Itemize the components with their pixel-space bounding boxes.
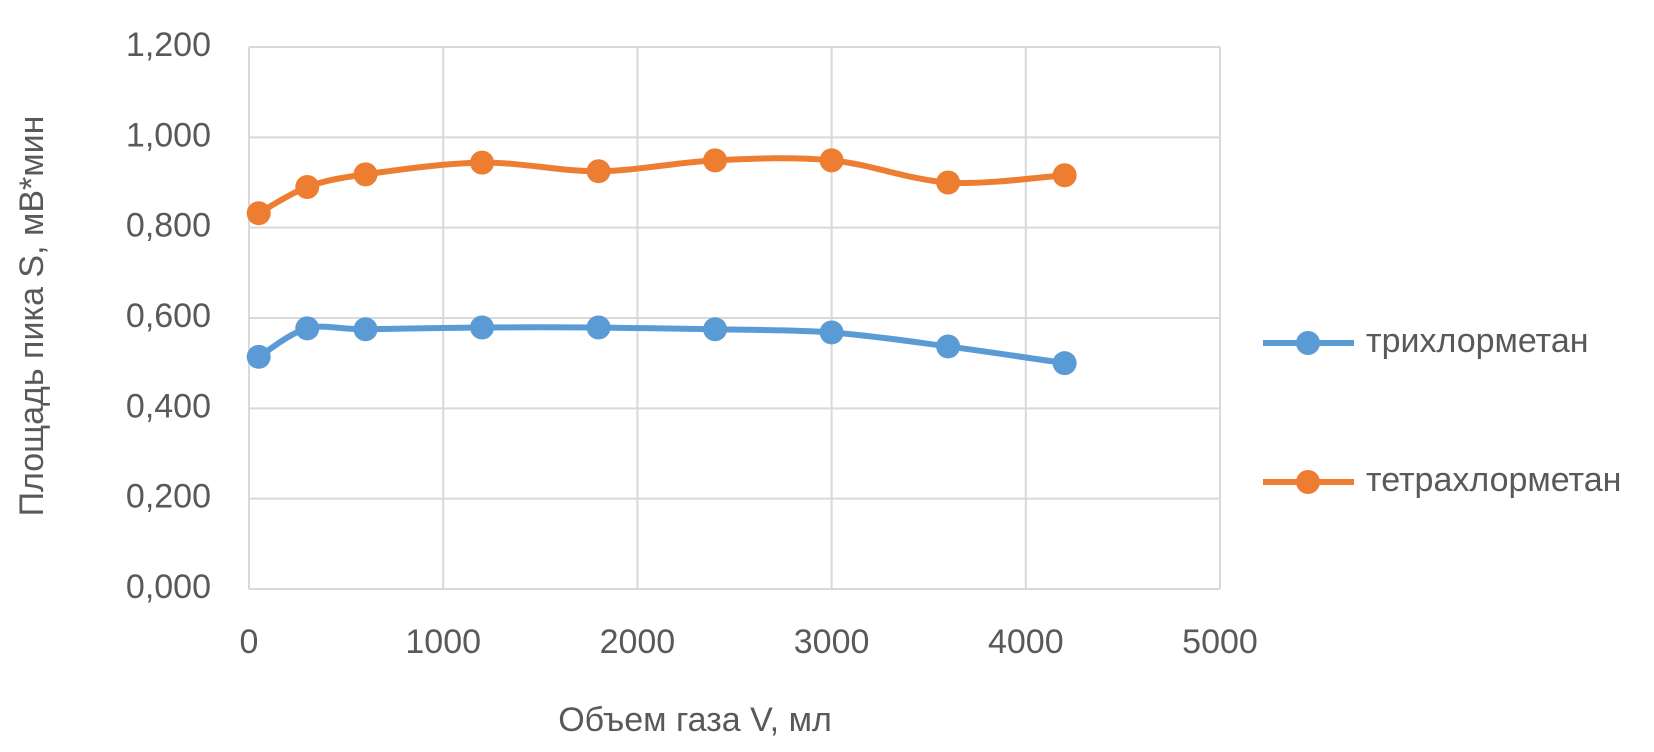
legend-marker: [1296, 470, 1320, 494]
legend-marker: [1296, 331, 1320, 355]
legend-label: трихлорметан: [1366, 322, 1589, 360]
data-point: [1052, 351, 1077, 376]
data-point: [819, 320, 844, 345]
y-tick-label: 1,200: [126, 26, 211, 64]
y-tick-label: 0,800: [126, 207, 211, 245]
data-point: [295, 175, 320, 200]
data-point: [353, 162, 378, 187]
y-tick-label: 1,000: [126, 116, 211, 154]
data-point: [586, 315, 611, 340]
data-point: [586, 159, 611, 184]
y-tick-label: 0,600: [126, 297, 211, 335]
x-tick-label: 3000: [794, 623, 870, 661]
x-tick-label: 4000: [988, 623, 1064, 661]
x-tick-label: 1000: [405, 623, 481, 661]
x-axis-title: Объем газа V, мл: [558, 701, 832, 739]
y-tick-label: 0,000: [126, 568, 211, 606]
series-line: [257, 155, 1065, 216]
series-line: [257, 323, 1066, 367]
y-tick-label: 0,400: [126, 387, 211, 425]
data-point: [246, 201, 271, 226]
data-point: [936, 170, 961, 195]
data-point: [295, 316, 320, 341]
x-tick-label: 5000: [1182, 623, 1258, 661]
y-axis-title: Площадь пика S, мВ*мин: [13, 116, 51, 517]
x-tick-label: 2000: [600, 623, 676, 661]
data-point: [470, 315, 495, 340]
data-point: [703, 317, 728, 342]
data-point: [703, 148, 728, 173]
data-point: [470, 150, 495, 175]
data-point: [1052, 163, 1077, 188]
x-tick-label: 0: [240, 623, 259, 661]
y-tick-label: 0,200: [126, 478, 211, 516]
data-point: [246, 344, 271, 369]
data-point: [936, 334, 961, 359]
legend-label: тетрахлорметан: [1366, 461, 1621, 499]
data-point: [819, 148, 844, 173]
data-point: [353, 317, 378, 342]
